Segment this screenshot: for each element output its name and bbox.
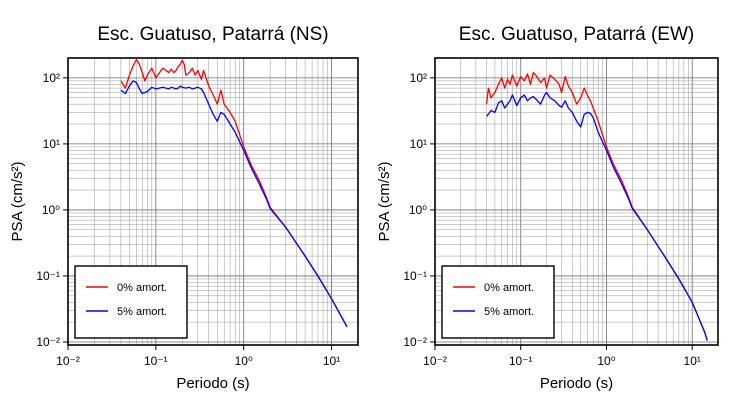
y-tick-label: 10¹ [410,137,427,151]
legend-label: 5% amort. [484,306,534,318]
x-axis-label: Periodo (s) [540,375,613,392]
y-axis: 10⁻² 10⁻¹ 10⁰ 10¹ 10² [403,71,435,349]
legend: 0% amort. 5% amort. [441,265,555,339]
x-tick-label: 10¹ [684,354,701,368]
x-tick-label: 10⁻² [56,354,80,368]
y-tick-label: 10⁻² [36,335,60,349]
x-tick-label: 10⁻¹ [144,354,168,368]
x-tick-label: 10⁰ [597,354,615,368]
y-tick-label: 10² [43,71,60,85]
y-tick-label: 10¹ [43,137,60,151]
y-tick-label: 10⁰ [42,203,60,217]
y-tick-label: 10² [410,71,427,85]
y-tick-label: 10⁻² [403,335,427,349]
legend-label: 0% amort. [484,282,534,294]
chart-panel-1: 10⁻² 10⁻¹ 10⁰ 10¹ 10⁻² 10⁻¹ 10⁰ 10¹ 10² Esc. Guat… [9,24,359,392]
x-axis: 10⁻² 10⁻¹ 10⁰ 10¹ [423,345,701,368]
series-line-blue [486,91,708,341]
y-axis-label: PSA (cm/s²) [376,161,393,241]
x-tick-label: 10⁻² [423,354,447,368]
legend: 0% amort. 5% amort. [74,265,188,339]
x-tick-label: 10⁰ [235,354,253,368]
x-axis-label: Periodo (s) [176,375,249,392]
y-tick-label: 10⁻¹ [36,269,60,283]
y-tick-label: 10⁰ [409,203,427,217]
chart-panel-2: 10⁻² 10⁻¹ 10⁰ 10¹ 10⁻² 10⁻¹ 10⁰ 10¹ 10² Esc. Guat… [376,24,719,392]
chart-title: Esc. Guatuso, Patarrá (EW) [459,24,694,45]
legend-label: 0% amort. [117,282,167,294]
series-line-blue [120,80,348,328]
series-line-red [485,71,708,341]
x-tick-label: 10⁻¹ [509,354,533,368]
x-axis: 10⁻² 10⁻¹ 10⁰ 10¹ [56,345,340,368]
x-tick-label: 10¹ [323,354,340,368]
grid [67,57,359,346]
y-tick-label: 10⁻¹ [403,269,427,283]
plot-frame [434,57,719,346]
legend-box [74,265,188,339]
plot-frame [67,57,359,346]
y-axis: 10⁻² 10⁻¹ 10⁰ 10¹ 10² [36,71,68,349]
y-axis-label: PSA (cm/s²) [9,161,26,241]
legend-box [441,265,555,339]
legend-label: 5% amort. [117,306,167,318]
chart-title: Esc. Guatuso, Patarrá (NS) [97,24,328,45]
series-line-red [120,58,348,328]
